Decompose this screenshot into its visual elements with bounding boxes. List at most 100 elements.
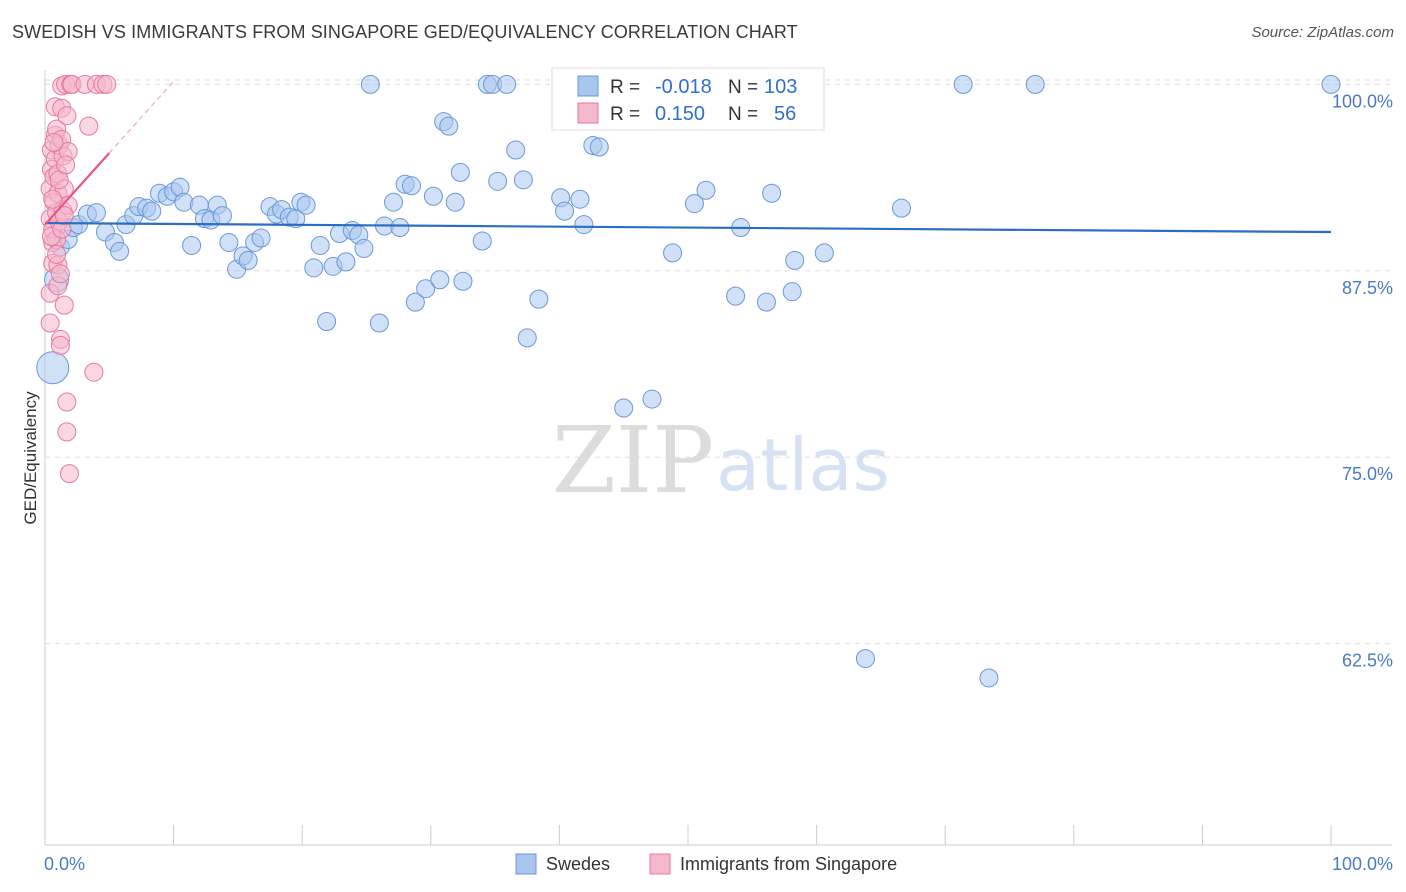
legend-r-value-pink: 0.150 (655, 103, 705, 125)
scatter-point (453, 271, 473, 291)
y-tick-label: 75.0% (1342, 464, 1393, 484)
scatter-point (696, 180, 716, 200)
bottom-legend: Swedes Immigrants from Singapore (515, 853, 897, 875)
scatter-point (855, 649, 875, 669)
bottom-legend-swatch-swedes (515, 853, 537, 875)
scatter-point (785, 250, 805, 270)
scatter-point (56, 155, 76, 175)
legend-n-label-pink: N = (728, 104, 758, 125)
y-tick-label: 100.0% (1332, 91, 1393, 111)
scatter-point (182, 235, 202, 255)
scatter-point (57, 422, 77, 442)
scatter-point (402, 176, 422, 196)
trend-line-swedes (44, 221, 1332, 234)
scatter-point (450, 162, 470, 182)
bottom-legend-label-swedes: Swedes (546, 854, 610, 874)
scatter-point (529, 289, 549, 309)
scatter-point (54, 295, 74, 315)
legend-n-label-blue: N = (728, 77, 758, 98)
scatter-point (762, 183, 782, 203)
source-label: Source: ZipAtlas.com (1251, 24, 1394, 41)
legend-r-label-pink: R = (610, 104, 640, 125)
scatter-point (36, 351, 70, 385)
scatter-point (513, 170, 533, 190)
scatter-point (79, 116, 99, 136)
scatter-point (726, 286, 746, 306)
scatter-point (317, 312, 337, 332)
scatter-point (174, 192, 194, 212)
legend-n-value-blue: 103 (764, 76, 797, 98)
scatter-point (110, 241, 130, 261)
bottom-legend-label-singapore: Immigrants from Singapore (680, 854, 897, 874)
scatter-point (570, 189, 590, 209)
scatter-point (614, 398, 634, 418)
swedes-points (36, 74, 1341, 688)
scatter-point (360, 74, 380, 94)
scatter-point (684, 194, 704, 214)
scatter-point (430, 270, 450, 290)
bottom-legend-swatch-singapore (649, 853, 671, 875)
legend-n-value-pink: 56 (774, 103, 796, 125)
scatter-point (310, 235, 330, 255)
watermark-atlas: atlas (716, 423, 890, 507)
scatter-point (642, 389, 662, 409)
scatter-point (212, 206, 232, 226)
singapore-points (40, 74, 117, 484)
scatter-point (1025, 74, 1045, 94)
x-tick-labels: 0.0% 100.0% (44, 854, 1393, 874)
scatter-point (354, 238, 374, 258)
scatter-point (54, 206, 74, 226)
scatter-point (416, 279, 436, 299)
y-axis-title: GED/Equivalency (21, 391, 40, 525)
chart-title: SWEDISH VS IMMIGRANTS FROM SINGAPORE GED… (12, 22, 798, 42)
scatter-point (251, 228, 271, 248)
x-tick-label-min: 0.0% (44, 854, 85, 874)
scatter-point (445, 192, 465, 212)
scatter-point (50, 335, 70, 355)
scatter-point (238, 250, 258, 270)
legend-swatch-pink (577, 102, 599, 124)
legend: R = -0.018 N = 103 R = 0.150 N = 56 (551, 67, 825, 131)
scatter-point (814, 243, 834, 263)
scatter-point (472, 231, 492, 251)
y-tick-label: 62.5% (1342, 651, 1393, 671)
y-tick-label: 87.5% (1342, 278, 1393, 298)
scatter-point (589, 137, 609, 157)
scatter-point (369, 313, 389, 333)
scatter-point (756, 292, 776, 312)
scatter-point (891, 198, 911, 218)
scatter-point (555, 201, 575, 221)
scatter-point (390, 218, 410, 238)
trend-lines (44, 80, 1332, 234)
scatter-point (497, 74, 517, 94)
grid-lines (45, 79, 1392, 645)
scatter-point (44, 133, 64, 153)
scatter-point (1321, 74, 1341, 94)
scatter-point (663, 243, 683, 263)
x-tick-label-max: 100.0% (1332, 854, 1393, 874)
scatter-point (47, 244, 67, 264)
scatter-point (97, 74, 117, 94)
scatter-point (304, 258, 324, 278)
scatter-point (57, 106, 77, 126)
scatter-point (423, 186, 443, 206)
watermark-zip: ZIP (552, 407, 714, 514)
scatter-point (50, 264, 70, 284)
scatter-point (219, 232, 239, 252)
legend-r-value-blue: -0.018 (655, 76, 712, 98)
legend-r-label-blue: R = (610, 77, 640, 98)
scatter-point (405, 292, 425, 312)
scatter-point (439, 116, 459, 136)
scatter-point (506, 140, 526, 160)
trend-line-singapore (44, 152, 111, 226)
scatter-point (59, 464, 79, 484)
trend-line-singapore-extension (108, 80, 175, 154)
scatter-point (517, 328, 537, 348)
scatter-point (979, 668, 999, 688)
scatter-point (84, 362, 104, 382)
scatter-point (574, 215, 594, 235)
scatter-point (488, 171, 508, 191)
y-tick-labels: 100.0% 87.5% 75.0% 62.5% (1332, 91, 1393, 670)
scatter-point (57, 392, 77, 412)
